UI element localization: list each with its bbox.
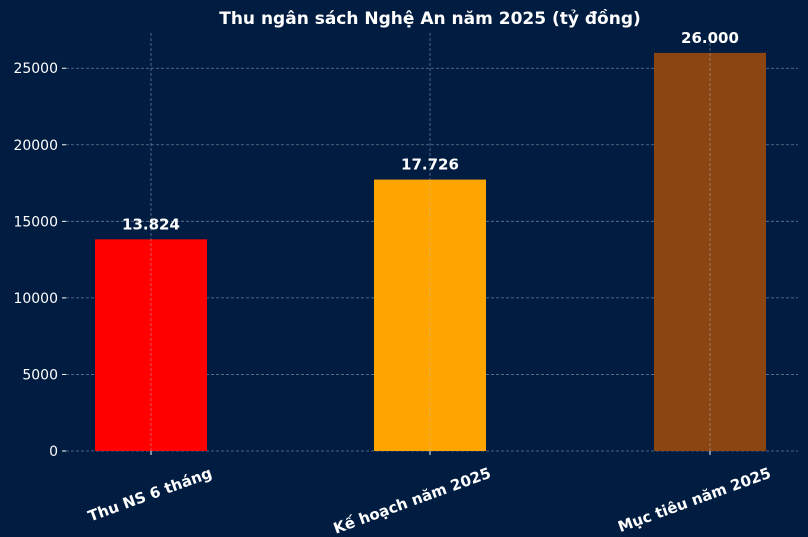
data-label: 13.824 (122, 215, 180, 233)
y-tick-label: 20000 (13, 138, 58, 154)
bar (654, 52, 766, 452)
y-tick-label: 5000 (22, 367, 58, 383)
x-tick-label: Mục tiêu năm 2025 (615, 464, 773, 536)
bars (95, 52, 766, 452)
x-tick-label: Kế hoạch năm 2025 (331, 463, 494, 537)
data-labels: 13.824 17.726 26.000 (122, 29, 739, 233)
y-tick-label: 10000 (13, 291, 58, 307)
x-axis: Thu NS 6 tháng Kế hoạch năm 2025 Mục tiêu … (86, 451, 773, 537)
data-label: 17.726 (401, 156, 459, 174)
y-tick-label: 15000 (13, 214, 58, 230)
y-tick-label: 25000 (13, 61, 58, 77)
x-tick-label: Thu NS 6 tháng (86, 464, 215, 526)
y-tick-label: 0 (49, 444, 58, 460)
data-label: 26.000 (681, 29, 739, 47)
chart-title: Thu ngân sách Nghệ An năm 2025 (tỷ đồng) (219, 8, 641, 29)
y-axis: 0 5000 10000 15000 20000 25000 (13, 61, 66, 460)
